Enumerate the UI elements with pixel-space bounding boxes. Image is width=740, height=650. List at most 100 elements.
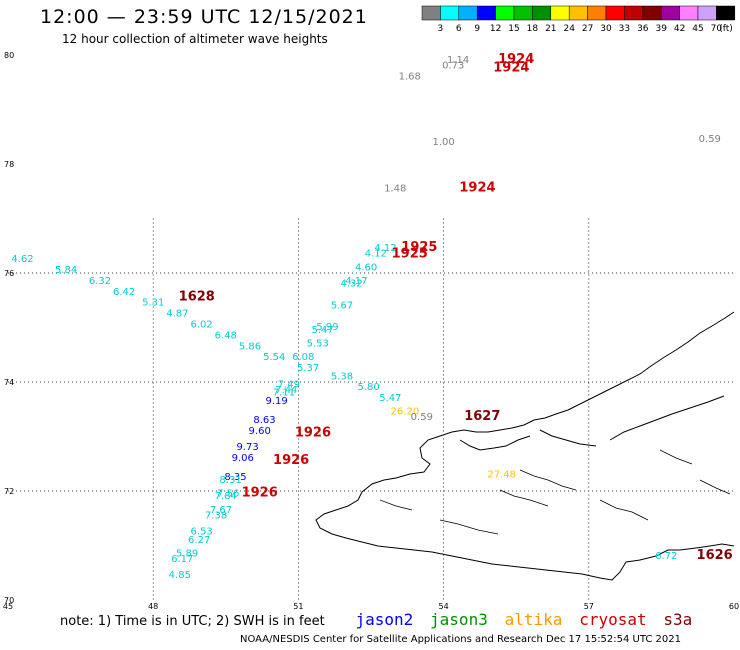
colorbar-label: 21 bbox=[545, 24, 556, 34]
wave-height-value: 7.11 bbox=[273, 388, 295, 399]
wave-height-value: 4.32 bbox=[341, 279, 363, 290]
colorbar-label: 24 bbox=[563, 24, 575, 34]
colorbar-label: 30 bbox=[600, 24, 612, 34]
wave-height-value: 5.47 bbox=[379, 393, 401, 404]
pass-time-label: 1628 bbox=[179, 289, 215, 304]
wave-height-value: 6.53 bbox=[190, 527, 212, 538]
wave-height-value: 6.27 bbox=[188, 535, 210, 546]
wave-height-value: 4.12 bbox=[365, 249, 387, 260]
pass-time-label: 1924 bbox=[498, 52, 534, 67]
wave-height-value: 7.49 bbox=[278, 379, 300, 390]
wave-height-value: 1.68 bbox=[399, 72, 421, 83]
wave-height-value: 8.35 bbox=[224, 472, 246, 483]
colorbar-label: 39 bbox=[655, 24, 667, 34]
wave-height-value: 6.48 bbox=[215, 330, 237, 341]
wave-height-value: 9.19 bbox=[265, 396, 287, 407]
wave-height-value: 5.89 bbox=[176, 548, 198, 559]
wave-height-value: 6.32 bbox=[89, 276, 111, 287]
pass-time-label: 1924 bbox=[459, 180, 495, 195]
wave-height-value: 5.53 bbox=[307, 339, 329, 350]
observations: 4.62 5.84 6.326.42 5.314.876.026.485.865.54… bbox=[11, 55, 721, 581]
wave-height-value: 7.84 bbox=[215, 491, 237, 502]
colorbar-label: 36 bbox=[637, 24, 649, 34]
wave-height-value: 5.80 bbox=[357, 382, 379, 393]
wave-height-value: 7.56 bbox=[217, 488, 239, 499]
lat-tick-label: 70 bbox=[4, 596, 14, 605]
wave-height-value: 27.48 bbox=[487, 469, 516, 480]
colorbar-label: 18 bbox=[527, 24, 539, 34]
lon-tick-label: 45 bbox=[3, 602, 13, 611]
legend-note: note: 1) Time is in UTC; 2) SWH is in fe… bbox=[60, 614, 325, 629]
pass-time-label: 1626 bbox=[697, 548, 733, 563]
wave-height-value: 9.60 bbox=[249, 426, 271, 437]
colorbar-label: 15 bbox=[508, 24, 519, 34]
wave-height-value: 9.73 bbox=[236, 442, 258, 453]
lon-tick-label: 54 bbox=[439, 602, 449, 611]
wave-height-value: 8.63 bbox=[253, 415, 275, 426]
wave-height-value: 4.85 bbox=[169, 570, 191, 581]
colorbar-label: 3 bbox=[438, 24, 444, 34]
colorbar-label: 45 bbox=[692, 24, 703, 34]
coast-inlet bbox=[459, 395, 725, 451]
legend-s3a: s3a bbox=[663, 610, 693, 629]
wave-height-value: 26.20 bbox=[391, 407, 420, 418]
graticule: 45 48 51 54 57 60 80 78 76 74 72 70 bbox=[3, 51, 739, 611]
footer-credit: NOAA/NESDIS Center for Satellite Applica… bbox=[240, 634, 682, 645]
wave-height-value: 5.47 bbox=[311, 325, 333, 336]
lon-tick-label: 51 bbox=[293, 602, 303, 611]
wave-height-value: 0.59 bbox=[699, 134, 721, 145]
wave-height-value: 0.73 bbox=[442, 61, 464, 72]
wave-height-value: 7.38 bbox=[205, 510, 227, 521]
lon-tick-label: 57 bbox=[584, 602, 594, 611]
colorbar-label: 42 bbox=[674, 24, 685, 34]
wave-height-value: 5.54 bbox=[263, 352, 285, 363]
wave-height-value: 4.17 bbox=[345, 276, 367, 287]
wave-height-value: 0.59 bbox=[411, 412, 433, 423]
coastline bbox=[315, 311, 735, 581]
lon-tick-label: 60 bbox=[729, 602, 739, 611]
wave-height-value: 7.44 bbox=[275, 385, 297, 396]
colorbar-label: 27 bbox=[582, 24, 593, 34]
wave-height-value: 5.67 bbox=[331, 300, 353, 311]
wave-height-value: 5.99 bbox=[316, 322, 338, 333]
wave-height-value: 8.31 bbox=[220, 475, 242, 486]
legend-cryosat: cryosat bbox=[579, 610, 647, 629]
wave-height-value: 6.08 bbox=[292, 352, 314, 363]
coast-fjords bbox=[379, 449, 731, 535]
wave-height-value: 4.87 bbox=[166, 309, 188, 320]
page-title: 12:00 — 23:59 UTC 12/15/2021 bbox=[40, 6, 368, 28]
lat-tick-label: 76 bbox=[4, 269, 14, 278]
wave-height-value: 9.06 bbox=[232, 453, 254, 464]
legend-jason2: jason2 bbox=[355, 610, 414, 629]
legend-altika: altika bbox=[504, 610, 563, 629]
wave-height-value: 6.17 bbox=[171, 554, 193, 565]
pass-time-label: 1924 bbox=[493, 60, 529, 75]
colorbar-label: 6 bbox=[456, 24, 462, 34]
colorbar-label: 70 bbox=[711, 24, 723, 34]
wave-height-value: 6.02 bbox=[190, 320, 212, 331]
wave-height-value: 6.72 bbox=[655, 551, 677, 562]
wave-height-value: 5.84 bbox=[55, 265, 77, 276]
pass-labels: 1628192619261926192519251924192419241162… bbox=[179, 52, 740, 563]
wave-height-value: 5.31 bbox=[142, 298, 164, 309]
colorbar-unit: (ft) bbox=[719, 24, 733, 34]
legend-jason3: jason3 bbox=[430, 610, 488, 629]
wave-height-value: 5.37 bbox=[297, 363, 319, 374]
page-subtitle: 12 hour collection of altimeter wave hei… bbox=[62, 32, 328, 46]
lat-tick-label: 78 bbox=[4, 160, 14, 169]
wave-height-value: 4.60 bbox=[355, 262, 377, 273]
legend: note: 1) Time is in UTC; 2) SWH is in fe… bbox=[60, 610, 692, 629]
pass-time-label: 1926 bbox=[273, 453, 309, 468]
colorbar-label: 33 bbox=[619, 24, 630, 34]
pass-time-label: 1627 bbox=[464, 409, 500, 424]
lat-tick-label: 80 bbox=[4, 51, 14, 60]
wave-height-value: 1.48 bbox=[384, 183, 406, 194]
wave-height-value: 6.42 bbox=[113, 287, 135, 298]
colorbar: 3 6 9 12 15 18 21 24 27 30 33 36 39 42 45 70(ft) bbox=[421, 5, 736, 34]
wave-height-value: 5.86 bbox=[239, 341, 261, 352]
wave-height-value: 7.67 bbox=[210, 505, 232, 516]
pass-time-label: 1926 bbox=[295, 426, 331, 441]
lat-tick-label: 72 bbox=[4, 487, 14, 496]
colorbar-label: 9 bbox=[474, 24, 480, 34]
